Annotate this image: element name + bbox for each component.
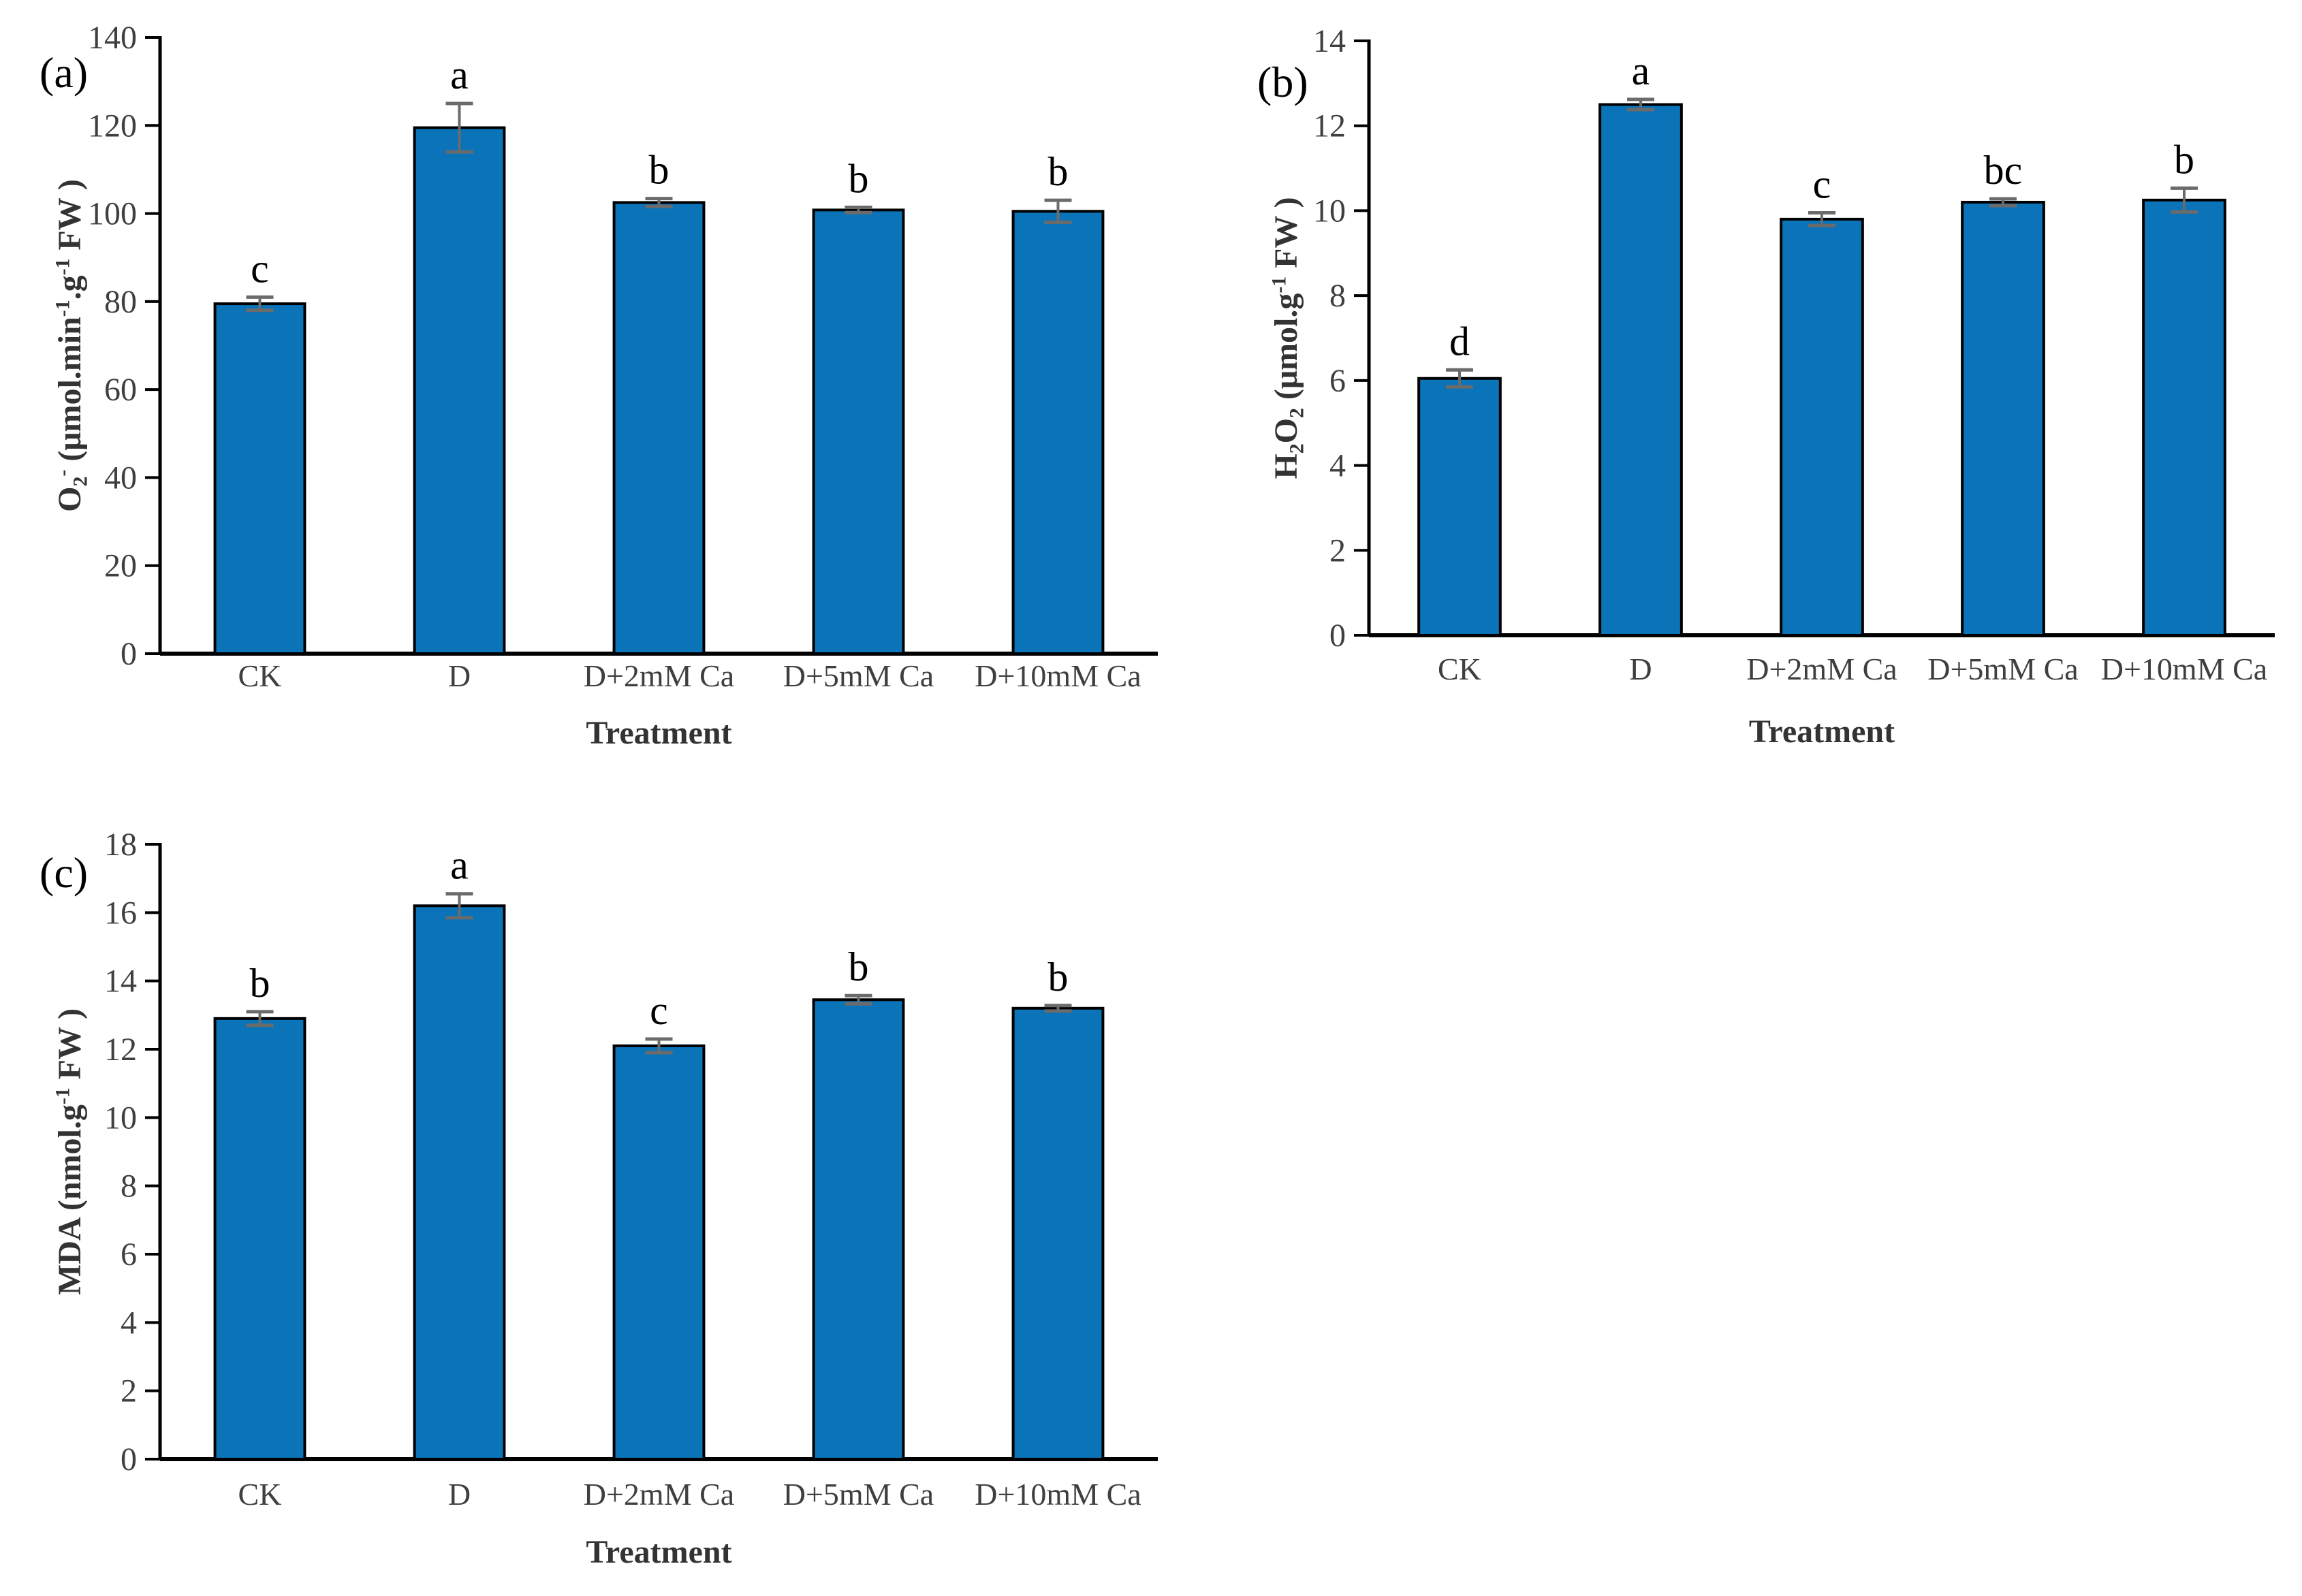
y-tick-label: 14	[1313, 23, 1346, 59]
y-tick-label: 20	[104, 548, 137, 584]
x-category-label: D+2mM Ca	[584, 658, 734, 693]
sig-letter-D+10mM Ca: b	[1048, 149, 1069, 194]
y-tick-label: 0	[121, 636, 137, 672]
sig-letter-D+5mM Ca: b	[849, 944, 869, 989]
bar-D+2mM Ca	[612, 201, 706, 655]
x-category-label: D+5mM Ca	[1927, 652, 2078, 686]
panel-label-b: (b)	[1257, 58, 1308, 106]
chart-panel-a: 0 20 40 60 80 100 120 140 c CK a Db D+2mM Ca b D+5mM C…	[40, 20, 1158, 751]
x-axis-title: Treatment	[586, 1534, 731, 1570]
bar-CK	[213, 302, 306, 655]
chart-panel-b: 0 2 4 6 8 10 12 14 d CK a Dc D+2mM Ca bc D+5mM Ca b D+10…	[1257, 23, 2275, 750]
bar-D+5mM Ca	[812, 998, 905, 1461]
x-category-label: CK	[238, 1477, 282, 1512]
panel-label-a: (a)	[40, 48, 88, 97]
sig-letter-D+10mM Ca: b	[2174, 137, 2194, 182]
sig-letter-D+2mM Ca: c	[1813, 162, 1831, 207]
y-tick-label: 60	[104, 372, 137, 408]
bar-D	[1598, 103, 1683, 637]
y-tick-label: 12	[104, 1032, 137, 1068]
sig-letter-CK: b	[250, 961, 270, 1006]
x-category-label: D	[448, 658, 471, 693]
sig-letter-D+5mM Ca: b	[849, 157, 869, 202]
y-tick-label: 6	[1329, 363, 1346, 399]
bar-D+2mM Ca	[612, 1044, 706, 1461]
x-category-label: D+2mM Ca	[584, 1477, 734, 1512]
x-category-label: D	[1629, 652, 1652, 686]
y-tick-label: 8	[1329, 278, 1346, 314]
y-tick-label: 120	[88, 108, 137, 144]
bar-CK	[213, 1017, 306, 1461]
bar-D	[413, 126, 506, 655]
y-tick-label: 14	[104, 963, 137, 1000]
x-category-label: D+10mM Ca	[975, 658, 1141, 693]
y-tick-label: 16	[104, 895, 137, 931]
y-tick-label: 80	[104, 284, 137, 320]
y-axis-title: MDA (nmol.g-1 FW )	[52, 1008, 88, 1295]
bar-D+5mM Ca	[812, 208, 905, 655]
y-tick-label: 0	[1329, 618, 1346, 654]
x-category-label: D+5mM Ca	[783, 1477, 934, 1512]
y-tick-label: 140	[88, 20, 137, 56]
x-category-label: D+2mM Ca	[1746, 652, 1897, 686]
y-tick-label: 10	[1313, 193, 1346, 229]
bar-D+2mM Ca	[1780, 217, 1864, 637]
bar-D	[413, 904, 506, 1461]
sig-letter-D+2mM Ca: c	[650, 988, 668, 1033]
sig-letter-D: a	[1632, 48, 1650, 93]
bar-D+5mM Ca	[1961, 200, 2045, 637]
y-tick-label: 6	[121, 1236, 137, 1273]
sig-letter-D+10mM Ca: b	[1048, 955, 1069, 1000]
y-tick-label: 2	[1329, 532, 1346, 569]
y-tick-label: 8	[121, 1168, 137, 1204]
x-category-label: CK	[1438, 652, 1481, 686]
y-tick-label: 40	[104, 460, 137, 496]
sig-letter-D+2mM Ca: b	[649, 148, 669, 193]
y-tick-label: 18	[104, 827, 137, 863]
y-tick-label: 12	[1313, 108, 1346, 144]
sig-letter-D: a	[450, 843, 469, 888]
x-category-label: D+10mM Ca	[2101, 652, 2267, 686]
x-axis-title: Treatment	[1749, 714, 1895, 750]
sig-letter-CK: d	[1449, 319, 1470, 364]
y-tick-label: 10	[104, 1100, 137, 1136]
x-axis-title: Treatment	[586, 715, 731, 751]
y-tick-label: 4	[121, 1305, 137, 1341]
y-axis-title: O2- (μmol.min-1.g-1 FW )	[52, 179, 92, 512]
bar-D+10mM Ca	[2142, 198, 2226, 637]
y-tick-label: 2	[121, 1373, 137, 1409]
bar-D+10mM Ca	[1011, 1006, 1105, 1461]
x-category-label: D+5mM Ca	[783, 658, 934, 693]
y-tick-label: 4	[1329, 448, 1346, 484]
bar-D+10mM Ca	[1011, 210, 1105, 655]
bar-CK	[1417, 377, 1502, 637]
x-category-label: D+10mM Ca	[975, 1477, 1141, 1512]
sig-letter-CK: c	[251, 246, 269, 291]
chart-panel-c: 0 2 4 6 8 10 12 14 16 18 b CK a Dc D+2mM Ca b D+5mM Ca b D…	[40, 827, 1158, 1570]
y-tick-label: 0	[121, 1441, 137, 1478]
x-category-label: D	[448, 1477, 471, 1512]
panel-label-c: (c)	[40, 848, 88, 897]
y-axis-title: H2O2 (μmol.g-1 FW )	[1268, 197, 1308, 479]
sig-letter-D+5mM Ca: bc	[1984, 148, 2023, 193]
y-tick-label: 100	[88, 196, 137, 232]
x-category-label: CK	[238, 658, 282, 693]
sig-letter-D: a	[450, 52, 469, 97]
